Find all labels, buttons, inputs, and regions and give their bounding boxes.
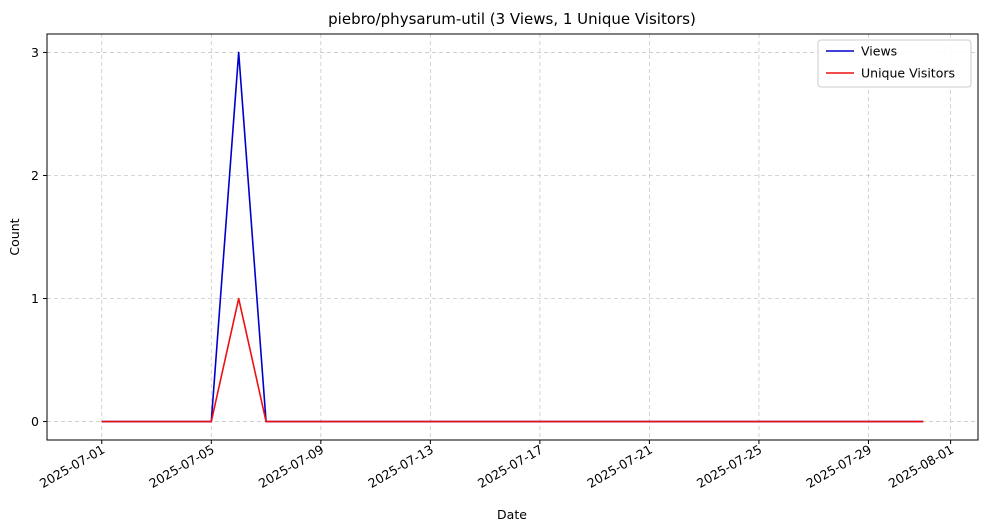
y-tick-label: 1 bbox=[31, 291, 39, 306]
y-tick-label: 3 bbox=[31, 45, 39, 60]
y-tick-label: 2 bbox=[31, 168, 39, 183]
chart-title: piebro/physarum-util (3 Views, 1 Unique … bbox=[328, 10, 696, 28]
plot-frame bbox=[46, 33, 979, 441]
grid-lines bbox=[47, 34, 978, 440]
x-axis-label: Date bbox=[497, 507, 527, 522]
legend: Views Unique Visitors bbox=[817, 39, 972, 88]
y-tick-label: 0 bbox=[31, 414, 39, 429]
y-axis-label: Count bbox=[7, 218, 22, 255]
series-line-unique-visitors bbox=[101, 297, 924, 423]
legend-label-views: Views bbox=[861, 44, 897, 59]
y-axis-ticks: 0 1 2 3 bbox=[31, 45, 47, 429]
legend-label-unique-visitors: Unique Visitors bbox=[861, 66, 955, 81]
series-lines bbox=[101, 51, 924, 423]
legend-box bbox=[817, 39, 972, 88]
